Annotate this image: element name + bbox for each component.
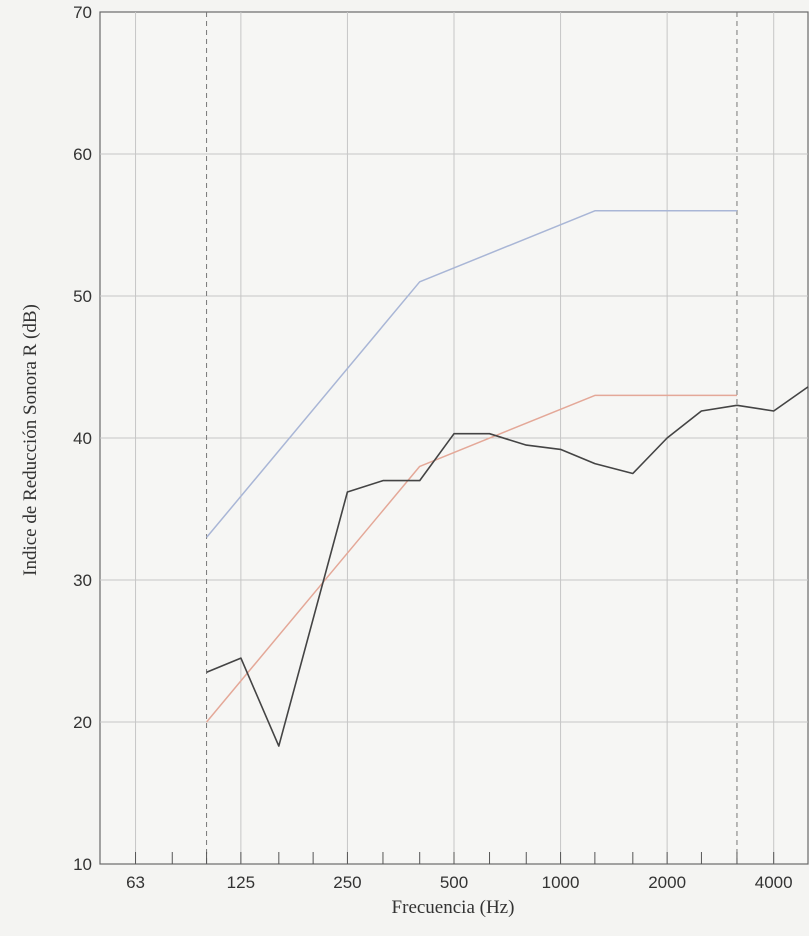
y-tick-label: 20 (73, 713, 92, 732)
x-tick-label: 2000 (648, 873, 686, 892)
x-tick-label: 125 (227, 873, 255, 892)
x-axis-label: Frecuencia (Hz) (392, 897, 515, 918)
y-tick-label: 30 (73, 571, 92, 590)
x-tick-label: 4000 (755, 873, 793, 892)
y-tick-label: 10 (73, 855, 92, 874)
series-line-1 (206, 210, 737, 538)
series-line-3 (206, 386, 809, 747)
grid (100, 12, 808, 864)
y-tick-label: 50 (73, 287, 92, 306)
x-tick-label: 63 (126, 873, 145, 892)
y-axis-label: Indice de Reducción Sonora R (dB) (20, 304, 41, 576)
axes: 10 20 30 40 50 60 70 63 125 250 500 1000 2000 4000 (73, 3, 793, 892)
x-tick-label: 500 (440, 873, 468, 892)
vertical-markers (206, 12, 738, 864)
series-group (206, 210, 809, 747)
x-tick-label: 250 (333, 873, 361, 892)
y-tick-label: 70 (73, 3, 92, 22)
x-tick-label: 1000 (542, 873, 580, 892)
series-line-2 (206, 394, 737, 723)
y-tick-label: 40 (73, 429, 92, 448)
y-tick-label: 60 (73, 145, 92, 164)
